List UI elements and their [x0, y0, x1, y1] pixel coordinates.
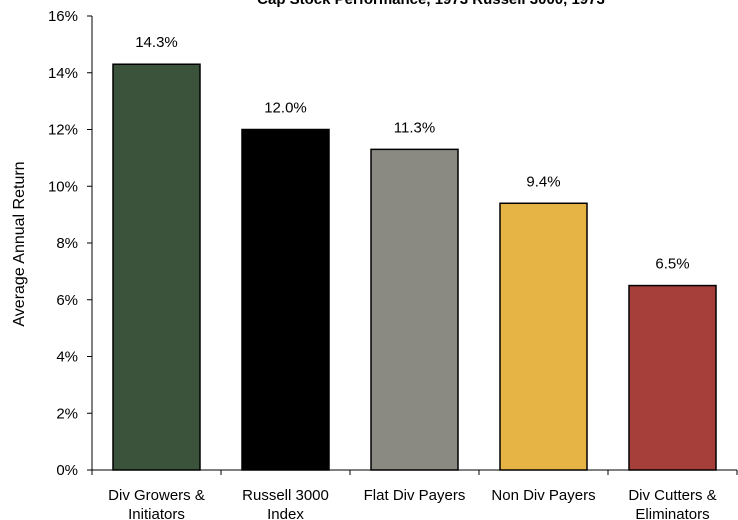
bar: [241, 128, 330, 471]
x-tick-label: Div Cutters &: [628, 487, 716, 504]
y-tick-label: 14%: [48, 65, 78, 82]
y-tick-label: 10%: [48, 178, 78, 195]
y-axis-label: Average Annual Return: [11, 161, 28, 326]
x-tick-label: Flat Div Payers: [364, 487, 466, 504]
data-label: 14.3%: [135, 34, 178, 51]
y-tick-label: 0%: [56, 462, 78, 479]
x-tick-label: Initiators: [128, 506, 185, 520]
x-tick-label: Non Div Payers: [491, 487, 595, 504]
x-tick-label: Index: [267, 506, 304, 520]
data-label: 6.5%: [655, 256, 689, 273]
x-tick-label: Div Growers &: [108, 487, 205, 504]
x-tick-label: Russell 3000: [242, 487, 329, 504]
bar: [499, 202, 588, 471]
y-tick-label: 2%: [56, 405, 78, 422]
y-tick-label: 16%: [48, 8, 78, 25]
data-label: 11.3%: [394, 119, 435, 136]
y-tick-label: 4%: [56, 349, 78, 366]
y-tick-label: 6%: [56, 292, 78, 309]
data-label: 12.0%: [264, 100, 307, 117]
bar: [112, 63, 201, 471]
x-tick-label: Eliminators: [635, 506, 709, 520]
bar: [628, 284, 717, 471]
bar: [370, 148, 459, 471]
y-tick-label: 8%: [56, 235, 78, 252]
chart-title: Cap Stock Performance, 1973 Russell 3000…: [257, 0, 605, 8]
y-tick-label: 12%: [48, 122, 78, 139]
data-label: 9.4%: [526, 173, 560, 190]
plot-area: 0% 2% 4% 6% 8% 10% 12% 14% 16% 14.3% Div Growers &…: [48, 8, 738, 520]
